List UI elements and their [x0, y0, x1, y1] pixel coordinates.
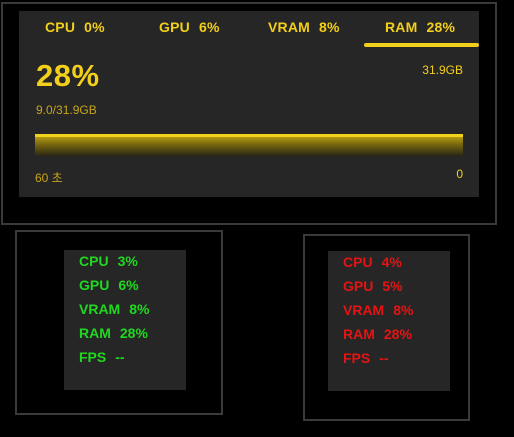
red-overlay-frame [303, 234, 470, 421]
tab-vram-value: 8% [319, 19, 340, 35]
green-overlay-ram-label: RAM [79, 325, 111, 341]
selected-tab-indicator [364, 43, 479, 47]
red-overlay-row-ram: RAM 28% [343, 326, 412, 342]
tab-cpu-value: 0% [84, 19, 105, 35]
usage-history-graph [35, 134, 463, 156]
tab-ram-value: 28% [426, 19, 456, 35]
red-overlay-fps-label: FPS [343, 350, 371, 366]
red-overlay-cpu-label: CPU [343, 254, 373, 270]
red-overlay-row-fps: FPS -- [343, 350, 389, 366]
green-overlay-row-fps: FPS -- [79, 349, 125, 365]
green-overlay-fps-label: FPS [79, 349, 107, 365]
tab-cpu-label: CPU [45, 19, 76, 35]
red-overlay-panel [328, 251, 450, 391]
graph-max-label: 31.9GB [422, 63, 463, 77]
red-overlay-ram-label: RAM [343, 326, 375, 342]
green-overlay-fps-value: -- [115, 349, 125, 365]
green-overlay-gpu-value: 6% [118, 277, 139, 293]
red-overlay-ram-value: 28% [383, 326, 412, 342]
red-overlay-row-gpu: GPU 5% [343, 278, 403, 294]
red-overlay-gpu-value: 5% [382, 278, 403, 294]
green-overlay-vram-value: 8% [129, 301, 150, 317]
green-overlay-row-cpu: CPU 3% [79, 253, 138, 269]
tab-vram-label: VRAM [268, 19, 311, 35]
tab-gpu-label: GPU [159, 19, 190, 35]
graph-time-window-label: 60 초 [35, 171, 63, 185]
green-overlay-panel [64, 250, 186, 390]
memory-used-label: 9.0/31.9GB [36, 103, 97, 117]
tab-gpu-value: 6% [198, 19, 220, 35]
red-overlay-vram-label: VRAM [343, 302, 385, 318]
green-overlay-ram-value: 28% [119, 325, 148, 341]
red-overlay-gpu-label: GPU [343, 278, 374, 294]
tab-gpu[interactable]: GPU 6% [159, 19, 220, 39]
red-overlay-row-cpu: CPU 4% [343, 254, 402, 270]
green-overlay-row-vram: VRAM 8% [79, 301, 149, 317]
usage-percent: 28% [36, 58, 100, 93]
tab-cpu[interactable]: CPU 0% [45, 19, 105, 39]
green-overlay-gpu-label: GPU [79, 277, 110, 293]
green-overlay-row-ram: RAM 28% [79, 325, 148, 341]
green-overlay-cpu-value: 3% [117, 253, 138, 269]
main-monitor-frame [1, 2, 497, 225]
green-overlay-row-gpu: GPU 6% [79, 277, 139, 293]
green-overlay-vram-label: VRAM [79, 301, 121, 317]
tab-ram[interactable]: RAM 28% [385, 19, 455, 39]
red-overlay-fps-value: -- [379, 350, 389, 366]
red-overlay-vram-value: 8% [393, 302, 414, 318]
red-overlay-cpu-value: 4% [381, 254, 402, 270]
green-overlay-frame [15, 230, 223, 415]
graph-min-label: 0 [456, 167, 463, 181]
tab-ram-label: RAM [385, 19, 418, 35]
red-overlay-row-vram: VRAM 8% [343, 302, 413, 318]
green-overlay-cpu-label: CPU [79, 253, 109, 269]
main-monitor-panel [19, 11, 479, 197]
tab-vram[interactable]: VRAM 8% [268, 19, 340, 39]
